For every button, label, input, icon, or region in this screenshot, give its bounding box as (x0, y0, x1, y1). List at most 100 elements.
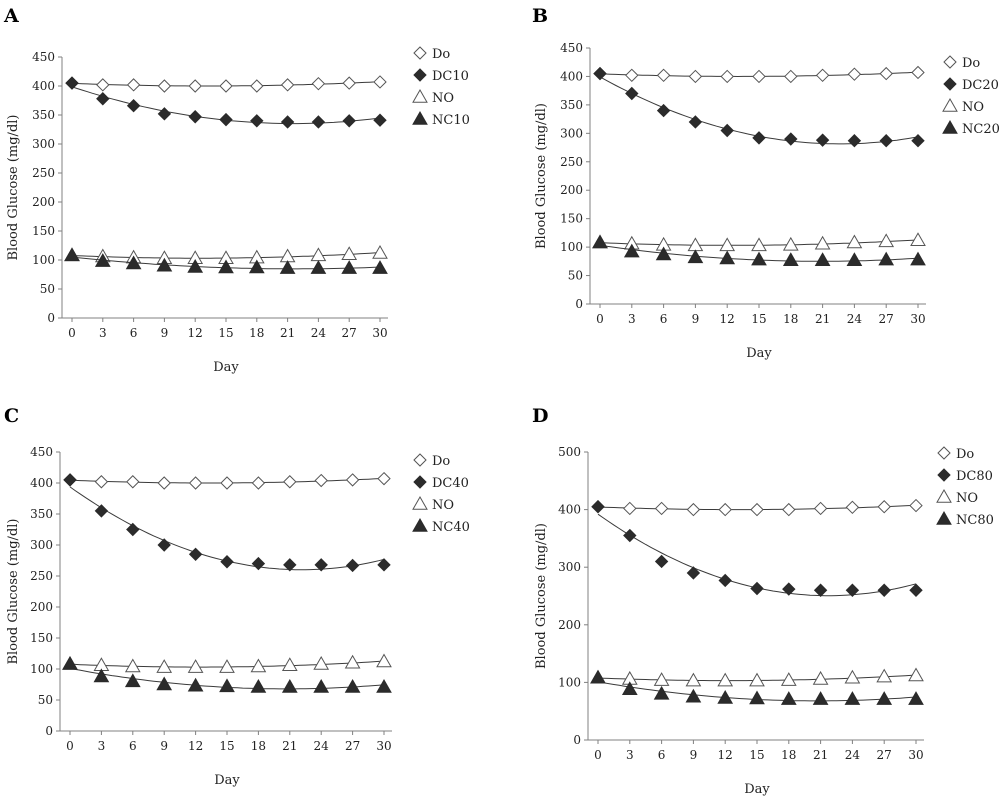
legend: Do DC40 NO NC40 (412, 453, 470, 535)
data-point (250, 114, 264, 128)
data-point (719, 237, 736, 252)
x-tick-label: 9 (160, 739, 168, 753)
x-tick-label: 24 (847, 312, 863, 326)
data-point (847, 134, 862, 148)
data-point (784, 69, 798, 84)
series-no (592, 232, 926, 252)
data-point (687, 249, 704, 264)
series-do (593, 65, 925, 84)
data-point (688, 69, 703, 84)
data-point (623, 528, 637, 543)
legend-marker (413, 46, 427, 60)
y-axis-title: Blood Glucose (mg/dl) (534, 103, 549, 249)
data-point (815, 133, 830, 147)
y-tick-label: 50 (38, 693, 53, 707)
data-point (877, 583, 891, 597)
data-point (876, 691, 893, 705)
data-point (220, 555, 234, 569)
data-point (591, 500, 605, 514)
data-point (910, 232, 926, 247)
data-point (219, 112, 233, 127)
legend-marker (412, 110, 428, 125)
data-point (188, 476, 203, 490)
x-tick-label: 18 (781, 748, 796, 762)
data-point (784, 132, 798, 146)
data-point (782, 236, 799, 251)
data-point (126, 99, 141, 113)
data-point (345, 473, 360, 487)
legend-marker (937, 468, 951, 482)
y-tick-label: 500 (558, 445, 581, 459)
legend-label: Do (432, 47, 450, 62)
legend-label: DC40 (432, 476, 469, 491)
data-point (345, 558, 360, 573)
y-tick-label: 400 (32, 79, 55, 93)
data-point (688, 115, 703, 129)
y-tick-label: 50 (40, 282, 55, 296)
data-point (344, 678, 361, 693)
y-tick-label: 0 (47, 311, 55, 325)
y-tick-label: 400 (30, 476, 53, 490)
data-point (250, 79, 264, 93)
data-point (686, 566, 701, 580)
data-point (64, 247, 80, 262)
data-point (751, 237, 767, 252)
y-tick-label: 450 (560, 41, 583, 55)
data-point (283, 475, 297, 489)
data-point (156, 659, 173, 673)
x-tick-label: 6 (130, 326, 138, 340)
data-point (188, 79, 202, 93)
data-point (813, 583, 828, 597)
legend-label: NO (956, 491, 978, 506)
data-point (593, 66, 607, 81)
data-point (752, 131, 766, 145)
x-tick-label: 6 (660, 312, 668, 326)
series-dc40 (63, 473, 391, 573)
data-point (590, 669, 606, 684)
data-point (718, 573, 732, 588)
y-tick-label: 300 (558, 560, 581, 574)
x-tick-label: 12 (188, 739, 203, 753)
data-point (815, 68, 830, 83)
x-tick-label: 24 (311, 326, 327, 340)
y-tick-label: 300 (32, 137, 55, 151)
data-point (719, 250, 736, 265)
data-point (879, 134, 893, 148)
data-point (310, 260, 327, 274)
data-point (250, 678, 267, 693)
data-point (908, 667, 924, 682)
legend-marker (413, 68, 427, 82)
data-point (188, 110, 202, 124)
legend-marker (413, 475, 427, 489)
data-point (65, 76, 79, 90)
x-tick-label: 27 (877, 748, 892, 762)
data-point (372, 245, 388, 259)
data-point (376, 653, 392, 668)
data-point (654, 501, 669, 516)
data-point (124, 673, 141, 688)
data-point (909, 498, 923, 513)
series-do (63, 471, 391, 490)
data-point (96, 92, 110, 106)
data-point (909, 583, 923, 597)
x-tick-label: 6 (129, 739, 137, 753)
y-tick-label: 100 (558, 675, 581, 689)
y-axis-title: Blood Glucose (mg/dl) (6, 115, 21, 261)
data-point (654, 554, 669, 569)
y-axis-title: Blood Glucose (mg/dl) (534, 523, 549, 669)
data-point (341, 260, 358, 274)
data-point (311, 115, 326, 129)
data-point (655, 246, 672, 261)
data-point (750, 581, 764, 596)
chart-panel-d: D 0 100 200 300 400 500 0 3 6 9 12 15 18 21 24 27 30 Day Bl… (532, 405, 994, 797)
x-tick-label: 21 (813, 748, 828, 762)
x-tick-label: 30 (908, 748, 923, 762)
data-point (94, 253, 111, 267)
data-point (219, 678, 235, 693)
series-do (65, 75, 387, 93)
y-tick-label: 0 (575, 297, 583, 311)
x-tick-label: 27 (879, 312, 894, 326)
data-point (220, 476, 234, 490)
data-point (845, 583, 860, 597)
panel-label: C (4, 405, 19, 427)
